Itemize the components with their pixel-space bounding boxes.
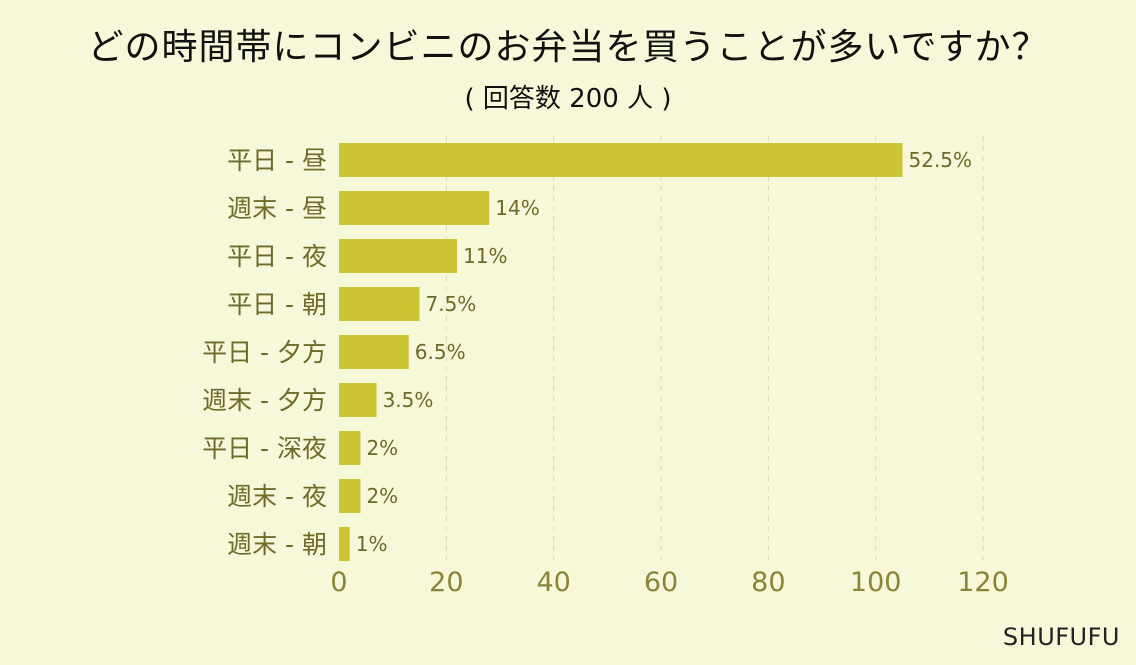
category-label: 週末 - 夕方 bbox=[202, 386, 327, 415]
data-label: 11% bbox=[463, 244, 507, 268]
data-label: 52.5% bbox=[909, 148, 973, 172]
bar bbox=[339, 479, 361, 513]
data-label: 3.5% bbox=[383, 388, 434, 412]
x-tick-label: 120 bbox=[957, 567, 1009, 598]
x-tick-label: 20 bbox=[429, 567, 463, 598]
bar bbox=[339, 191, 490, 225]
x-tick-label: 80 bbox=[751, 567, 785, 598]
category-label: 平日 - 朝 bbox=[227, 290, 327, 319]
data-label: 14% bbox=[495, 196, 539, 220]
bar bbox=[339, 527, 350, 561]
data-label: 7.5% bbox=[426, 292, 477, 316]
bar bbox=[339, 143, 903, 177]
data-label: 2% bbox=[366, 484, 398, 508]
category-label: 平日 - 夕方 bbox=[202, 338, 327, 367]
x-tick-label: 100 bbox=[850, 567, 902, 598]
category-label: 平日 - 深夜 bbox=[202, 434, 327, 463]
x-tick-label: 60 bbox=[644, 567, 678, 598]
brand-logo-text: SHUFUFU bbox=[1002, 623, 1120, 651]
category-label: 平日 - 昼 bbox=[227, 146, 327, 175]
category-label: 平日 - 夜 bbox=[227, 242, 327, 271]
data-label: 2% bbox=[366, 436, 398, 460]
bar bbox=[339, 383, 377, 417]
x-tick-label: 0 bbox=[330, 567, 347, 598]
chart-title: どの時間帯にコンビニのお弁当を買うことが多いですか？ bbox=[87, 27, 1049, 68]
bar bbox=[339, 335, 409, 369]
bar bbox=[339, 287, 420, 321]
data-label: 6.5% bbox=[415, 340, 466, 364]
category-label: 週末 - 朝 bbox=[227, 530, 327, 559]
category-label: 週末 - 昼 bbox=[227, 194, 327, 223]
x-tick-label: 40 bbox=[536, 567, 570, 598]
category-label: 週末 - 夜 bbox=[227, 482, 327, 511]
bar bbox=[339, 431, 361, 465]
data-label: 1% bbox=[356, 532, 388, 556]
bar bbox=[339, 239, 458, 273]
chart-subtitle: ( 回答数 200 人 ) bbox=[464, 84, 672, 114]
